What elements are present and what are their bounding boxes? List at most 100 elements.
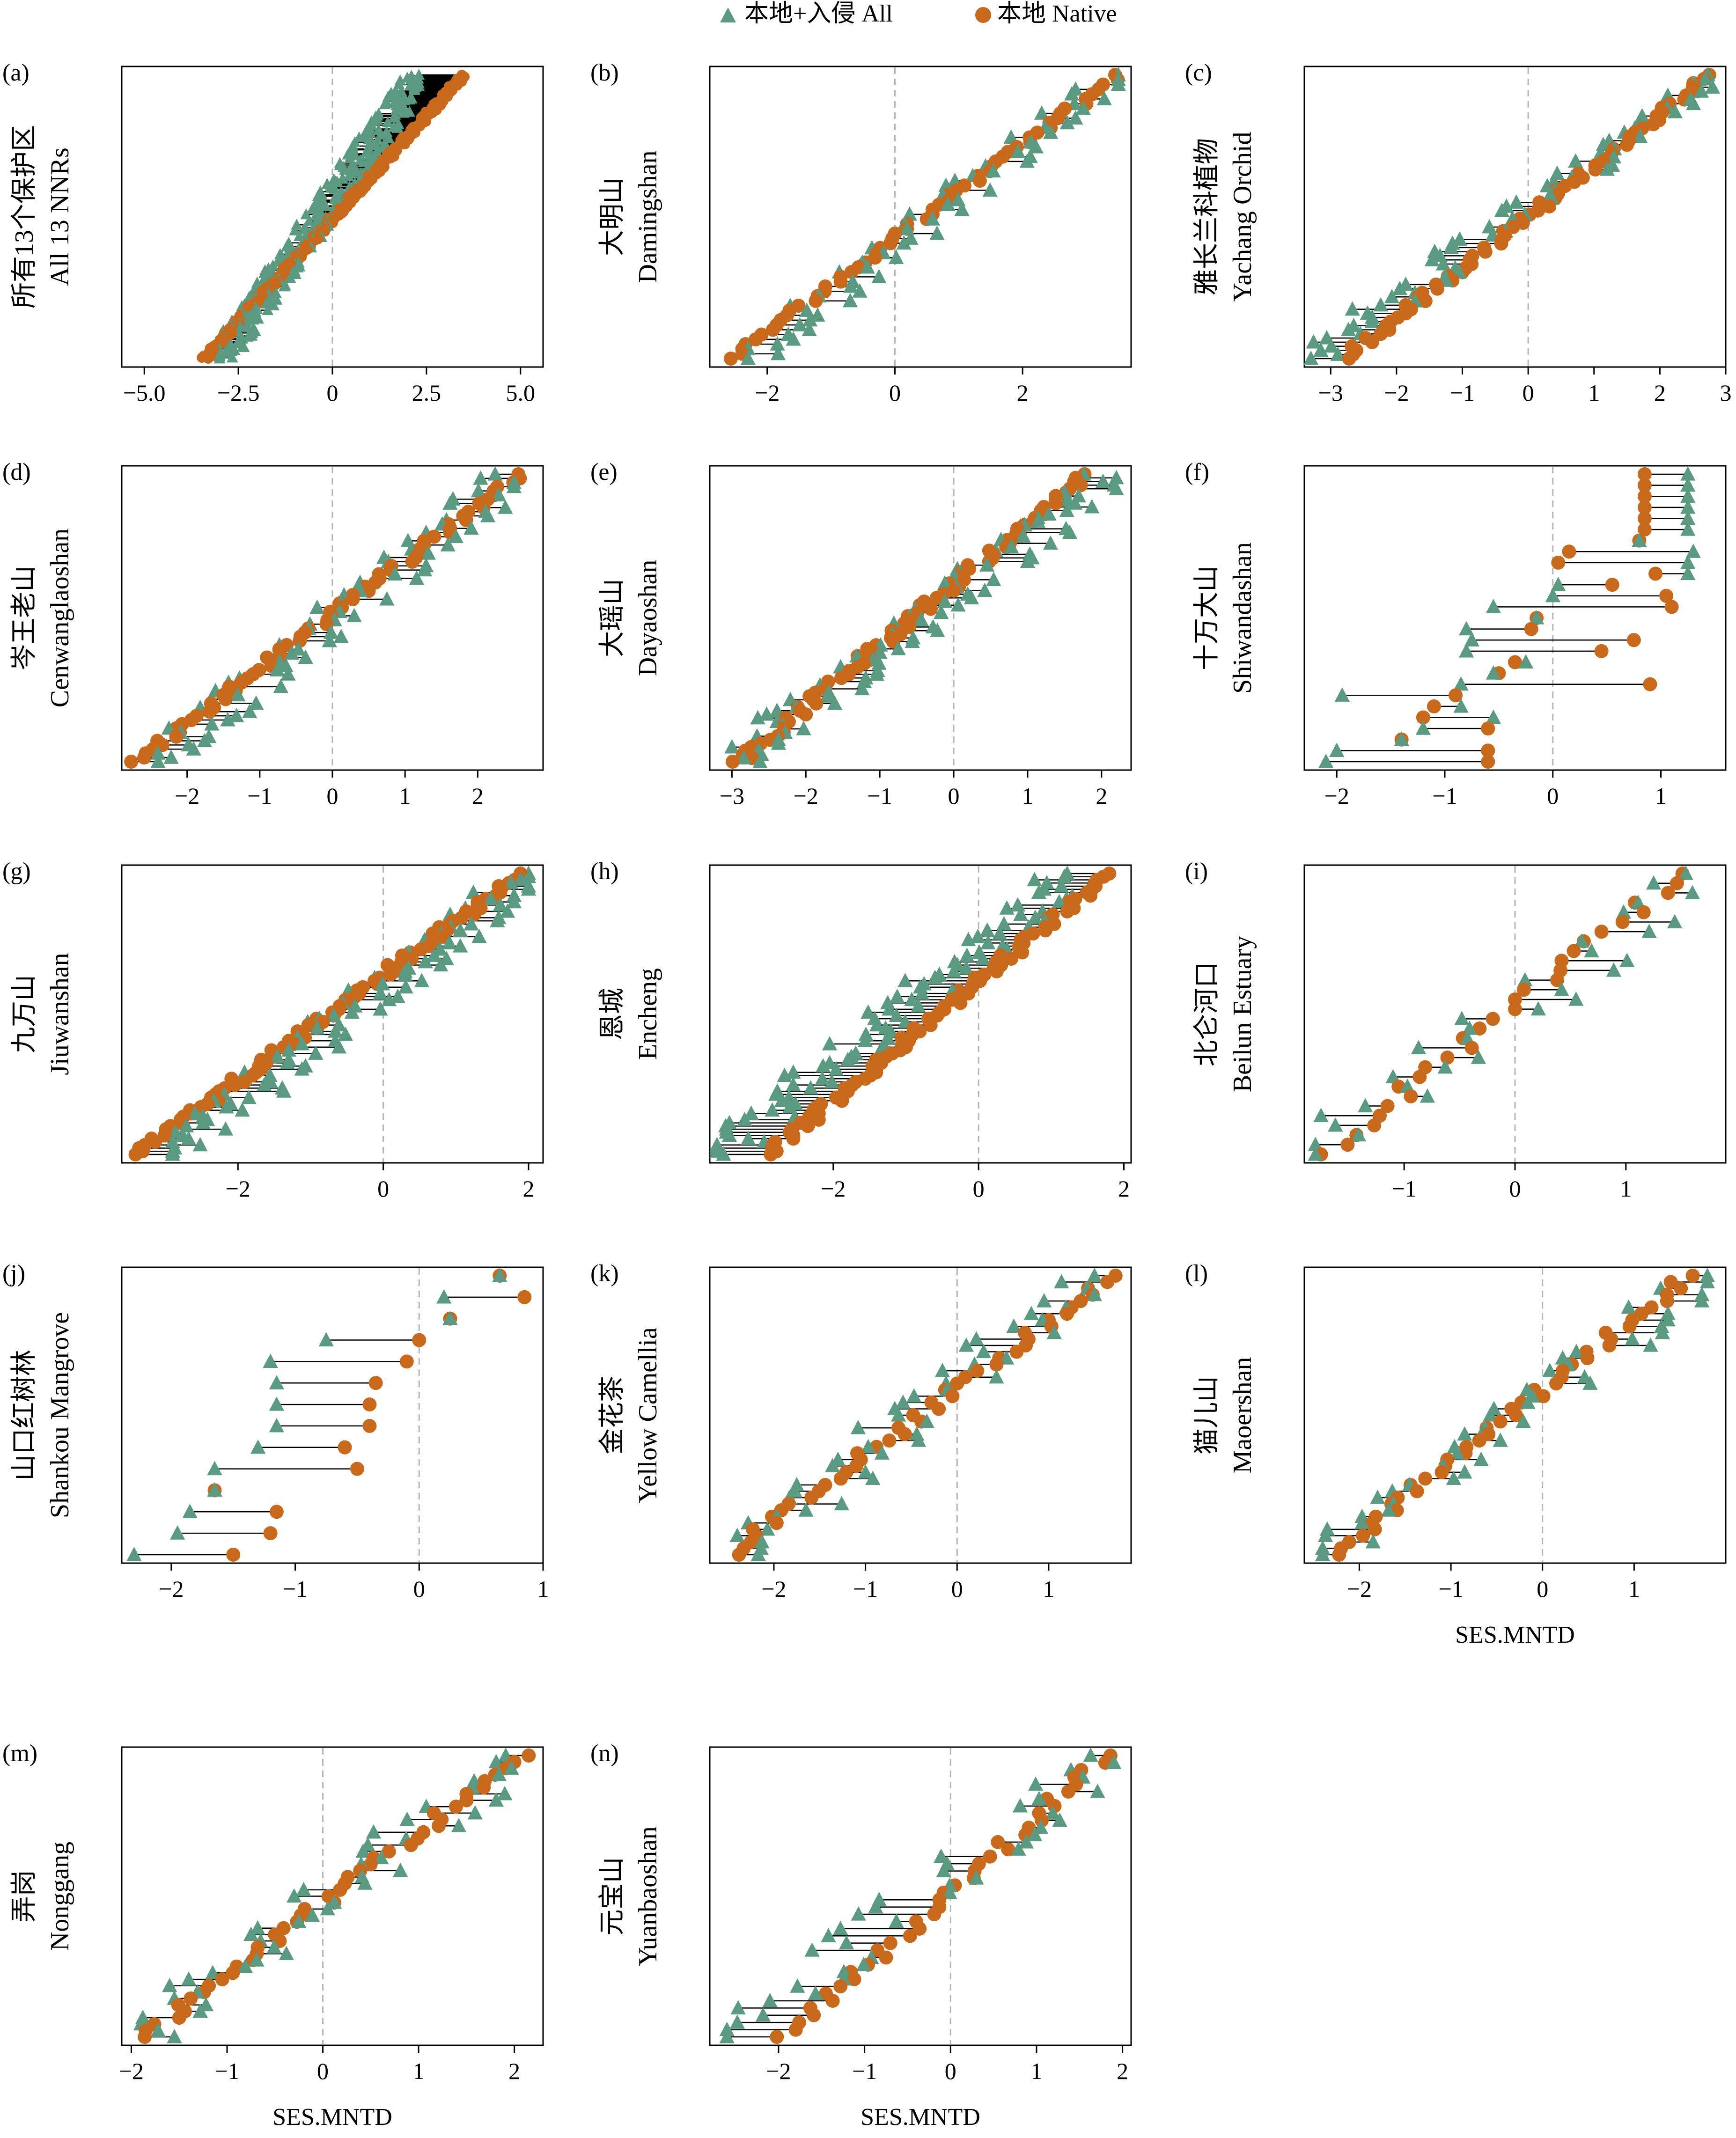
- native-species-marker: [1481, 755, 1495, 769]
- all-species-marker: [150, 754, 166, 768]
- native-species-marker: [1340, 1138, 1355, 1152]
- native-species-marker: [1524, 622, 1538, 636]
- all-species-marker: [473, 470, 488, 485]
- all-species-marker: [854, 681, 870, 696]
- native-species-marker: [1646, 117, 1661, 132]
- all-species-marker: [269, 662, 285, 676]
- x-axis-label: SES.MNTD: [861, 2104, 980, 2131]
- x-tick-label: 1: [399, 783, 411, 809]
- all-species-marker: [483, 890, 499, 905]
- all-species-marker: [969, 1331, 984, 1346]
- native-species-marker: [1567, 944, 1581, 958]
- all-species-marker: [318, 1332, 334, 1347]
- native-species-marker: [404, 1838, 418, 1852]
- native-species-marker: [1060, 1307, 1074, 1321]
- all-species-marker: [1446, 1470, 1462, 1485]
- all-species-marker: [1067, 495, 1083, 510]
- native-species-marker: [1622, 1319, 1637, 1334]
- native-species-marker: [932, 1402, 946, 1416]
- all-species-marker: [1420, 1088, 1435, 1103]
- plot-frame: [709, 66, 1132, 368]
- all-species-marker: [181, 1131, 196, 1145]
- y-axis-label: Yachang Orchid: [1228, 132, 1257, 302]
- x-tick-label: 2: [522, 1176, 534, 1202]
- native-species-marker: [1637, 500, 1652, 514]
- x-tick-label: −2: [761, 1576, 786, 1602]
- all-species-marker: [827, 695, 842, 710]
- all-species-marker: [213, 353, 226, 364]
- all-species-marker: [291, 1914, 307, 1928]
- panel-a: −5.0 −2.5 0 2.5 5.0 (a) 所有13个保护区 All 13 NNRs: [2, 59, 544, 406]
- all-species-marker: [298, 649, 313, 664]
- all-species-marker: [824, 1073, 839, 1088]
- all-species-marker: [1584, 943, 1599, 958]
- all-species-marker: [1028, 139, 1044, 154]
- x-tick-label: −2: [119, 2058, 144, 2084]
- native-species-marker: [1551, 555, 1566, 570]
- all-species-marker: [320, 199, 331, 211]
- all-species-marker: [280, 1055, 295, 1070]
- all-species-marker: [860, 259, 875, 274]
- all-species-marker: [724, 739, 740, 754]
- native-species-marker: [1365, 335, 1379, 349]
- native-species-marker: [903, 1929, 917, 1943]
- all-species-marker: [1303, 351, 1319, 365]
- all-species-marker: [1685, 544, 1701, 558]
- all-species-marker: [491, 1766, 507, 1781]
- all-species-marker: [810, 307, 825, 322]
- all-species-marker: [1630, 895, 1646, 909]
- native-species-marker: [786, 1131, 801, 1146]
- all-species-marker: [498, 500, 513, 514]
- x-tick-label: 2: [1118, 1176, 1130, 1202]
- panel-tag: (e): [590, 459, 618, 485]
- native-species-marker: [769, 1516, 784, 1530]
- x-tick-label: 2: [1017, 380, 1029, 406]
- y-axis-label: 北仑河口: [1192, 962, 1221, 1066]
- all-species-marker: [736, 750, 751, 764]
- all-species-marker: [150, 745, 166, 760]
- all-species-marker: [398, 107, 410, 118]
- all-species-marker: [782, 1099, 797, 1114]
- native-species-marker: [1648, 566, 1662, 581]
- all-species-marker: [871, 269, 887, 283]
- all-species-marker: [1443, 239, 1459, 254]
- native-species-marker: [989, 964, 1004, 978]
- native-species-marker: [732, 1548, 746, 1562]
- native-species-marker: [1368, 1522, 1382, 1536]
- native-species-marker: [215, 1972, 229, 1987]
- panel-tag: (a): [2, 59, 29, 86]
- all-species-marker: [771, 735, 786, 750]
- all-species-marker: [958, 1337, 974, 1352]
- all-species-marker: [480, 507, 496, 522]
- native-species-marker: [1494, 236, 1508, 251]
- native-species-marker: [1620, 138, 1634, 152]
- native-species-marker: [1637, 478, 1652, 492]
- all-species-marker: [181, 1971, 197, 1986]
- all-species-marker: [911, 998, 926, 1013]
- all-species-marker: [1483, 1407, 1498, 1422]
- native-species-marker: [1615, 915, 1630, 929]
- all-species-marker: [786, 1077, 801, 1092]
- all-species-marker: [999, 1350, 1015, 1365]
- all-species-marker: [869, 1017, 885, 1032]
- all-species-marker: [1330, 346, 1346, 361]
- all-species-marker: [1554, 982, 1569, 996]
- all-species-marker: [192, 2003, 208, 2018]
- native-species-marker: [764, 1147, 778, 1161]
- all-species-marker: [390, 103, 402, 115]
- all-species-marker: [942, 1884, 957, 1899]
- all-species-marker: [281, 1042, 297, 1057]
- y-axis-label: 金花茶: [598, 1376, 627, 1455]
- all-species-marker: [1318, 754, 1334, 768]
- plot-frame: [121, 1746, 544, 2046]
- all-species-marker: [490, 913, 505, 927]
- y-axis-label: 所有13个保护区: [10, 125, 39, 309]
- all-species-marker: [506, 894, 522, 909]
- all-species-marker: [1011, 1841, 1026, 1856]
- native-species-marker: [788, 2022, 803, 2037]
- y-axis-label: Damingshan: [633, 150, 662, 283]
- native-species-marker: [218, 692, 233, 706]
- all-species-marker: [796, 721, 811, 735]
- all-species-marker: [889, 1007, 904, 1022]
- native-species-marker: [801, 1119, 815, 1133]
